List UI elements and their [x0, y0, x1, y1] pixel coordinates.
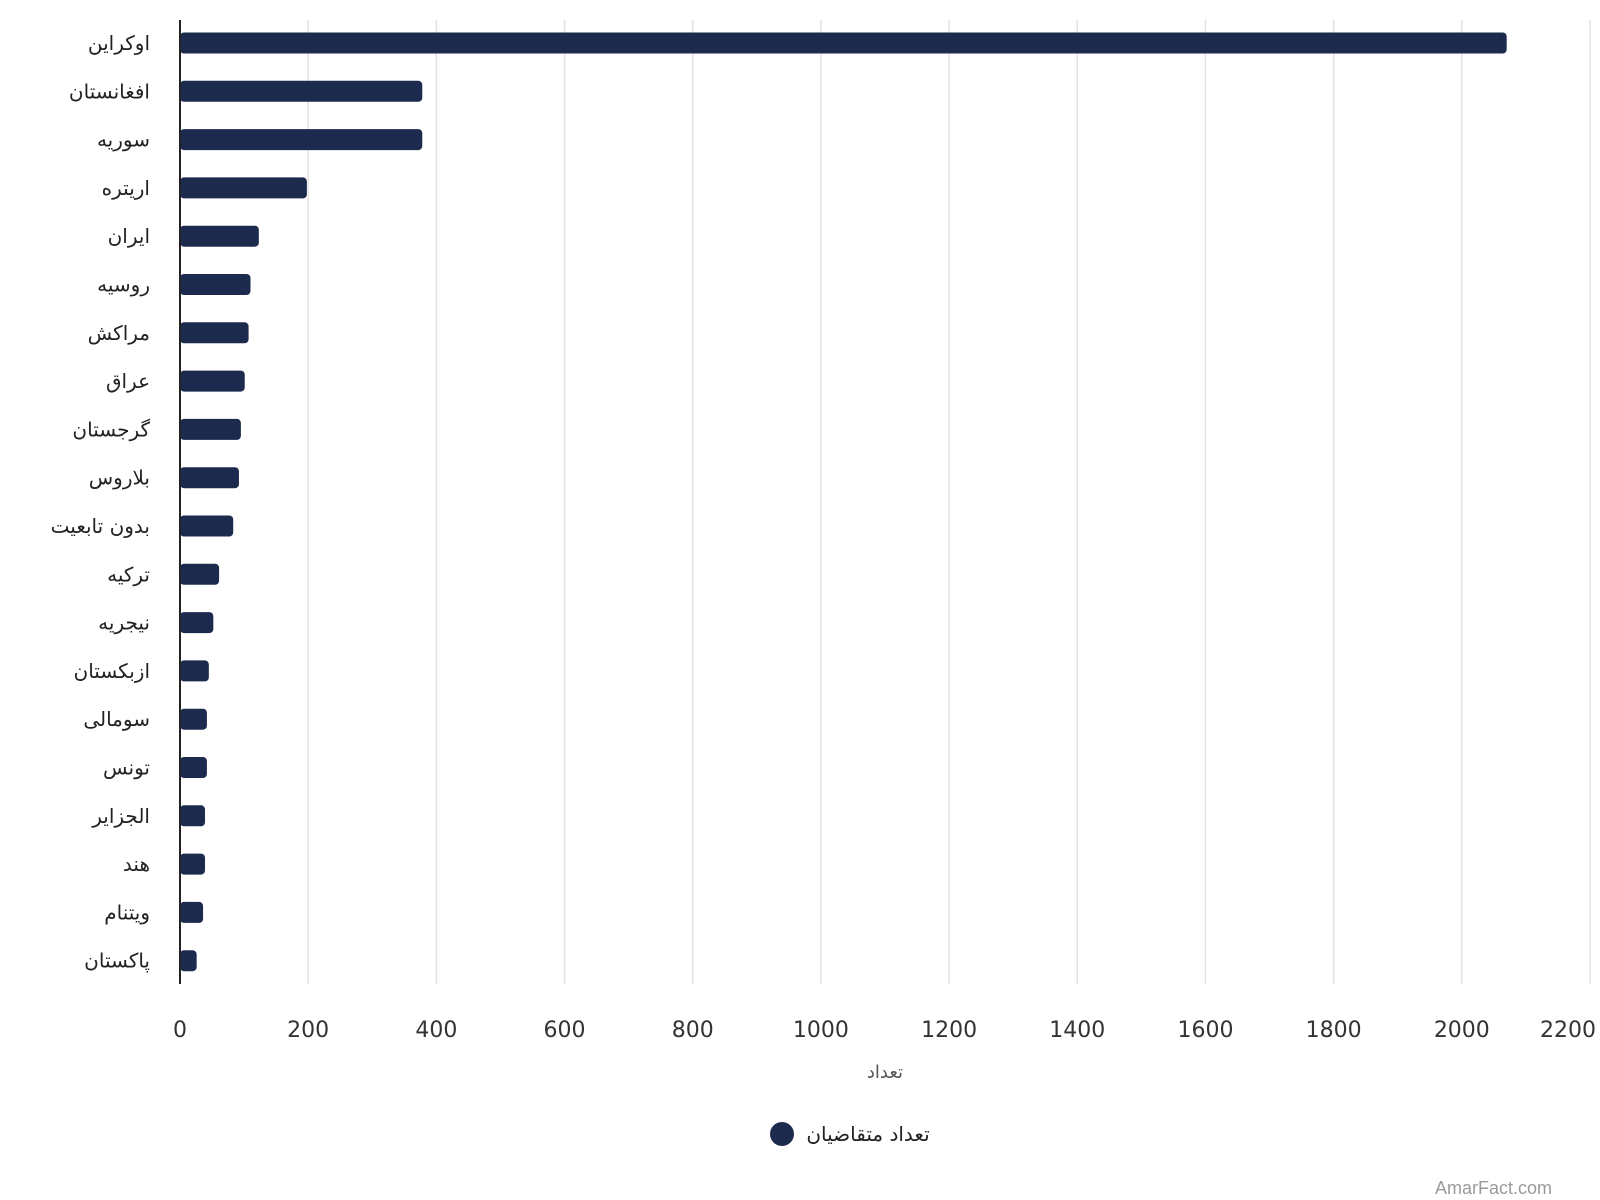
bar — [180, 853, 205, 875]
bar — [180, 901, 204, 923]
x-tick-label: 1000 — [793, 1018, 849, 1043]
x-axis-label: تعداد — [867, 1062, 903, 1083]
category-label: روسیه — [97, 273, 150, 297]
x-tick-label: 1800 — [1306, 1018, 1362, 1043]
bar — [180, 322, 249, 344]
bar — [180, 660, 209, 682]
bar — [180, 32, 1507, 54]
category-label: بلاروس — [89, 466, 150, 490]
category-label: سومالی — [83, 707, 150, 731]
bar — [180, 708, 207, 730]
bar — [180, 225, 259, 247]
category-label: عراق — [106, 369, 150, 393]
bar — [180, 274, 251, 295]
category-labels: اوکراین افغانستان سوریه اریتره ایران روسیه مرا… — [51, 31, 151, 974]
category-label: ایران — [108, 224, 150, 248]
category-label: گرجستان — [72, 417, 150, 441]
x-tick-label: 400 — [415, 1018, 457, 1043]
x-tick-label: 0 — [173, 1018, 187, 1043]
bar — [180, 515, 234, 537]
category-label: اریتره — [102, 176, 150, 200]
bar — [180, 80, 423, 102]
bar — [180, 950, 197, 972]
category-label: ازبکستان — [74, 659, 150, 683]
legend-marker — [770, 1122, 795, 1146]
category-label: افغانستان — [69, 79, 150, 103]
x-tick-label: 1600 — [1177, 1018, 1233, 1043]
category-label: بدون تابعیت — [51, 514, 150, 538]
x-tick-label: 200 — [287, 1018, 329, 1043]
x-tick-label: 600 — [544, 1018, 586, 1043]
category-label: اوکراین — [88, 31, 150, 55]
category-label: تونس — [103, 756, 150, 780]
x-tick-label: 1400 — [1049, 1018, 1105, 1043]
category-label: هند — [123, 852, 150, 876]
x-tick-label: 2200 — [1540, 1018, 1596, 1043]
bar — [180, 370, 245, 392]
bar — [180, 563, 220, 585]
category-label: پاکستان — [84, 949, 150, 974]
legend: تعداد متقاضیان — [0, 1122, 1600, 1150]
category-label: ترکیه — [107, 562, 150, 586]
category-label: سوریه — [97, 128, 150, 152]
grid-lines — [307, 20, 1591, 984]
bar — [180, 418, 241, 440]
x-tick-label: 1200 — [921, 1018, 977, 1043]
category-label: ویتنام — [104, 900, 150, 924]
bar — [180, 177, 307, 199]
bar — [180, 805, 205, 827]
x-tick-label: 2000 — [1434, 1018, 1490, 1043]
legend-label: تعداد متقاضیان — [806, 1122, 930, 1146]
x-tick-labels: 0 200 400 600 800 1000 1200 1400 1600 1800 2000 220… — [173, 1018, 1596, 1043]
bars — [180, 32, 1507, 972]
bar — [180, 129, 423, 151]
category-label: الجزایر — [91, 804, 150, 828]
bar — [180, 467, 239, 489]
bar — [180, 757, 207, 778]
bar — [180, 612, 214, 634]
x-tick-label: 800 — [672, 1018, 714, 1043]
watermark: AmarFact.com — [1434, 1178, 1552, 1198]
category-label: نیجریه — [98, 611, 150, 635]
category-label: مراکش — [88, 321, 150, 345]
